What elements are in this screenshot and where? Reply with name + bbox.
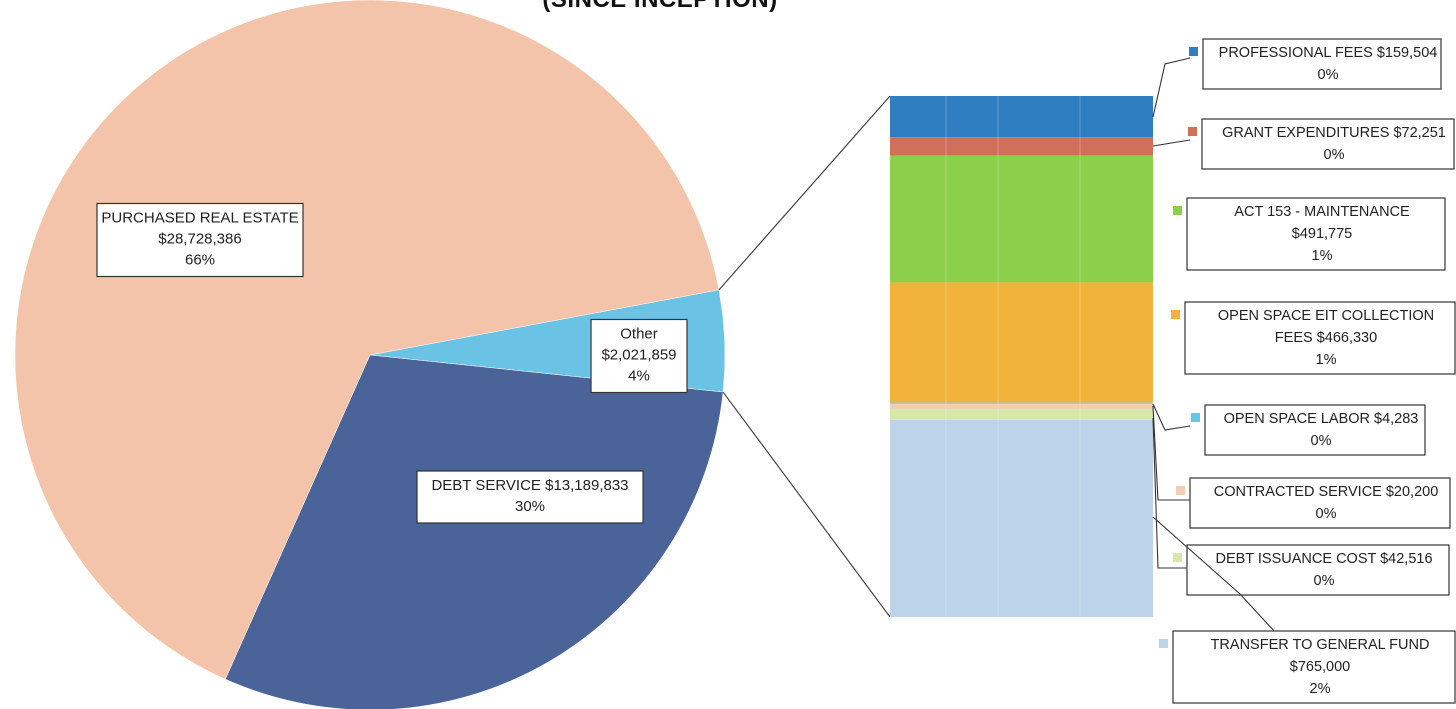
bar-label-line: CONTRACTED SERVICE $20,200 xyxy=(1214,484,1439,500)
connector-lines xyxy=(718,95,891,618)
bar-label-grant-expenditures: GRANT EXPENDITURES $72,251 0% xyxy=(1152,118,1455,170)
bar-label-professional-fees: PROFESSIONAL FEES $159,504 0% xyxy=(1152,38,1442,118)
bar-segment-professional-fees xyxy=(890,96,1153,138)
pie-label-line: 30% xyxy=(515,498,545,515)
bar-label-line: $491,775 xyxy=(1292,226,1352,242)
bar-label-line: TRANSFER TO GENERAL FUND xyxy=(1211,637,1430,653)
bar-label-line: 0% xyxy=(1324,147,1345,163)
pie-label-other: Other $2,021,859 4% xyxy=(590,318,688,394)
pie-label-line: PURCHASED REAL ESTATE xyxy=(101,210,298,227)
bar-segment-act-153-maintenance xyxy=(890,155,1153,283)
bar-segment-debt-issuance-cost xyxy=(890,408,1153,420)
pie-label-line: 4% xyxy=(628,368,650,385)
bar-label-line: PROFESSIONAL FEES $159,504 xyxy=(1219,45,1438,61)
pie-label-line: DEBT SERVICE $13,189,833 xyxy=(431,477,628,494)
legend-key xyxy=(1189,47,1198,56)
bar-segment-open-space-eit-collection-fees xyxy=(890,282,1153,403)
pie-group xyxy=(14,0,726,709)
pie-slice-debt-service xyxy=(224,354,724,709)
chart-title: (SINCE INCEPTION) xyxy=(520,0,800,14)
leader-line xyxy=(1152,405,1196,501)
bar-segment-contracted-service xyxy=(890,403,1153,409)
pie-label-line: $2,021,859 xyxy=(601,347,676,364)
bar-label-line: FEES $466,330 xyxy=(1275,330,1377,346)
bar-label-line: 1% xyxy=(1312,248,1333,264)
legend-key xyxy=(1171,310,1180,319)
bar-label-line: OPEN SPACE LABOR $4,283 xyxy=(1224,411,1419,427)
pie-label-debt-service: DEBT SERVICE $13,189,833 30% xyxy=(416,470,644,524)
bar-label-open-space-eit-collection-fees: OPEN SPACE EIT COLLECTION FEES $466,330 1% xyxy=(1171,301,1456,375)
legend-key xyxy=(1173,553,1182,562)
bar-label-act-153-maintenance: ACT 153 - MAINTENANCE $491,775 1% xyxy=(1173,197,1446,271)
pie-label-line: 66% xyxy=(185,252,215,269)
connector-line-bottom xyxy=(722,391,891,618)
legend-key xyxy=(1173,206,1182,215)
leader-line xyxy=(1152,516,1276,633)
bar-label-open-space-labor: OPEN SPACE LABOR $4,283 0% xyxy=(1152,403,1426,456)
bar-label-line: 1% xyxy=(1316,352,1337,368)
stacked-bar-group xyxy=(890,96,1153,617)
bar-label-line: OPEN SPACE EIT COLLECTION xyxy=(1218,308,1434,324)
pie-label-purchased-real-estate: PURCHASED REAL ESTATE $28,728,386 66% xyxy=(96,202,304,278)
leader-line xyxy=(1152,139,1191,147)
bar-label-line: GRANT EXPENDITURES $72,251 xyxy=(1222,125,1446,141)
leader-line xyxy=(1152,417,1188,569)
bar-segment-grant-expenditures xyxy=(890,137,1153,156)
leader-line xyxy=(1152,57,1191,118)
bar-label-line: $765,000 xyxy=(1290,659,1350,675)
bar-label-line: 0% xyxy=(1318,67,1339,83)
pie-label-line: Other xyxy=(620,326,658,343)
bar-label-line: 0% xyxy=(1316,506,1337,522)
pie-label-line: $28,728,386 xyxy=(158,231,241,248)
bar-segment-open-space-labor xyxy=(890,402,1153,404)
legend-key xyxy=(1191,413,1200,422)
bar-label-line: ACT 153 - MAINTENANCE xyxy=(1234,204,1410,220)
bar-label-contracted-service: CONTRACTED SERVICE $20,200 0% xyxy=(1152,405,1451,529)
bar-label-line: 2% xyxy=(1310,681,1331,697)
bar-label-transfer-to-general-fund: TRANSFER TO GENERAL FUND $765,000 2% xyxy=(1152,516,1456,704)
bar-label-line: 0% xyxy=(1311,433,1332,449)
legend-key xyxy=(1159,639,1168,648)
bar-label-debt-issuance-cost: DEBT ISSUANCE COST $42,516 0% xyxy=(1152,417,1450,596)
legend-key xyxy=(1176,486,1185,495)
label-group: PURCHASED REAL ESTATE $28,728,386 66% DEBT … xyxy=(96,38,1456,704)
connector-line-top xyxy=(718,95,891,291)
legend-key xyxy=(1188,127,1197,136)
pie-slice-purchased-real-estate xyxy=(14,0,720,680)
leader-line xyxy=(1152,403,1191,431)
bar-label-line: 0% xyxy=(1314,573,1335,589)
bar-label-line: DEBT ISSUANCE COST $42,516 xyxy=(1215,551,1432,567)
bar-segment-transfer-to-general-fund xyxy=(890,419,1153,617)
